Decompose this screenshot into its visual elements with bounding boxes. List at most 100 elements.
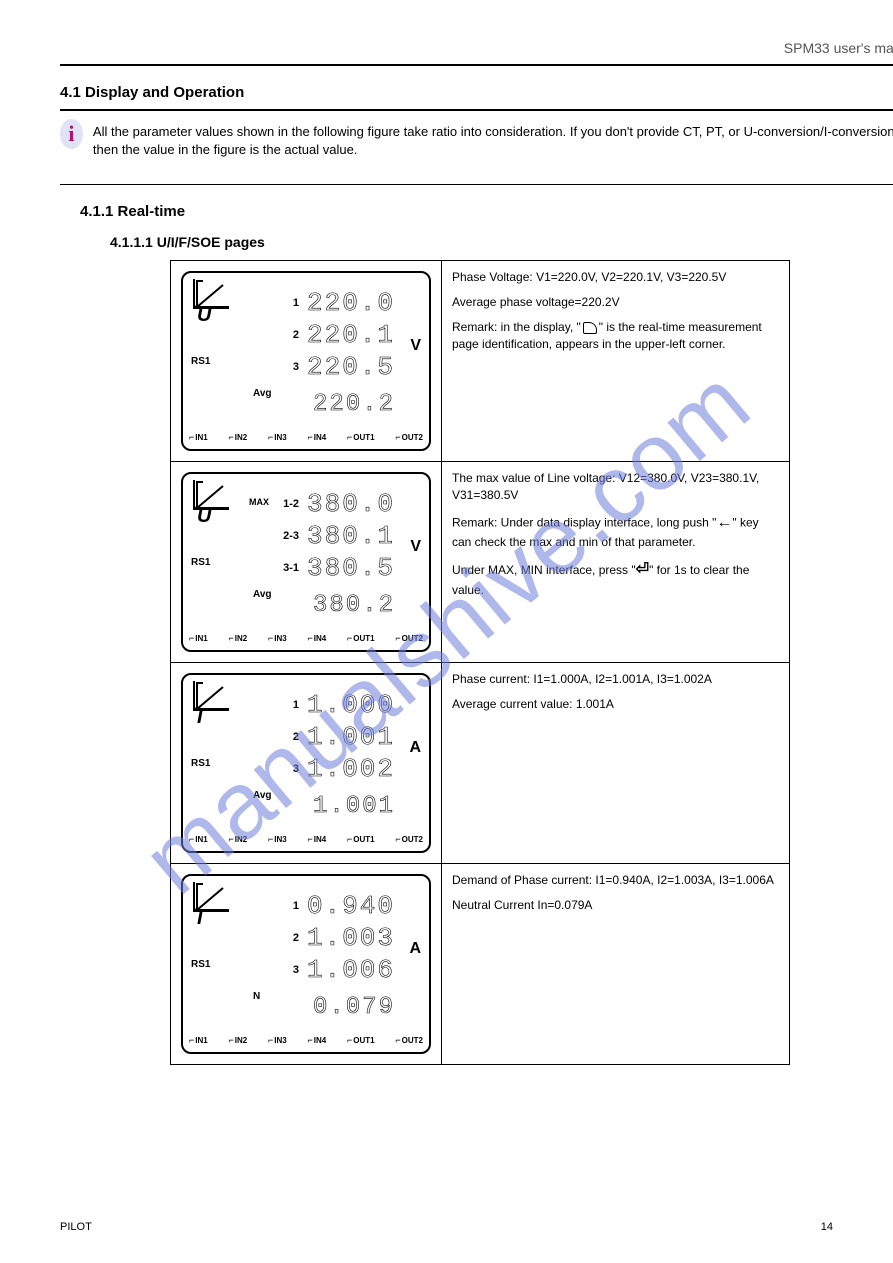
io-indicator: IN3 <box>268 431 287 444</box>
quantity-symbol: U <box>197 502 211 530</box>
io-indicator: IN4 <box>308 833 327 846</box>
avg-label: Avg <box>253 588 272 602</box>
neutral-label: N <box>253 990 260 1004</box>
description-line: Average phase voltage=220.2V <box>452 294 779 311</box>
row-label: 3 <box>273 360 299 375</box>
io-indicator: IN4 <box>308 632 327 645</box>
io-indicator: IN1 <box>189 632 208 645</box>
description-line: Under MAX, MIN interface, press "⏎" for … <box>452 559 779 598</box>
row-label: 2 <box>273 730 299 745</box>
io-indicator: OUT1 <box>347 632 375 645</box>
segment-avg: 220.2 <box>313 388 395 422</box>
description-line: Demand of Phase current: I1=0.940A, I2=1… <box>452 872 779 889</box>
note-box: i All the parameter values shown in the … <box>60 119 893 159</box>
doc-title: SPM33 user's manual V2.0 <box>784 40 893 56</box>
rs1-label: RS1 <box>191 757 210 771</box>
avg-label: Avg <box>253 789 272 803</box>
io-indicator: IN4 <box>308 1034 327 1047</box>
avg-row: 0.079 <box>313 991 395 1025</box>
unit-label: V <box>410 536 421 558</box>
lcd-display: URS1V1220.02220.13220.5Avg220.2IN1IN2IN3… <box>181 271 431 451</box>
segment-value: 220.0 <box>307 285 395 321</box>
io-indicator: OUT1 <box>347 833 375 846</box>
io-indicator: IN2 <box>229 1034 248 1047</box>
quantity-symbol: I <box>197 904 203 932</box>
segment-avg: 0.079 <box>313 991 395 1025</box>
note-text: All the parameter values shown in the fo… <box>93 119 893 159</box>
row-label: 1 <box>273 899 299 914</box>
row-label: 3 <box>273 762 299 777</box>
description-line: Remark: in the display, "" is the real-t… <box>452 319 779 353</box>
page-id-icon <box>583 322 597 334</box>
segment-value: 1.006 <box>307 952 395 988</box>
value-rows: 1 220.0 2 220.1 3 220.5 <box>273 287 395 383</box>
lcd-display: UMAXRS1V1-2380.02-3380.13-1380.5Avg380.2… <box>181 472 431 652</box>
io-indicator: IN2 <box>229 632 248 645</box>
description-line: Phase current: I1=1.000A, I2=1.001A, I3=… <box>452 671 779 688</box>
segment-value: 1.002 <box>307 751 395 787</box>
header-rule <box>60 64 893 66</box>
io-indicator: IN3 <box>268 833 287 846</box>
segment-value: 380.0 <box>307 486 395 522</box>
segment-value: 1.003 <box>307 920 395 956</box>
value-rows: 1 0.940 2 1.003 3 1.006 <box>273 890 395 986</box>
quantity-symbol: U <box>197 301 211 329</box>
rs1-label: RS1 <box>191 958 210 972</box>
io-indicator: OUT2 <box>395 632 423 645</box>
row-label: 3-1 <box>273 561 299 576</box>
sub-heading: 4.1.1.1 U/I/F/SOE pages <box>110 234 893 250</box>
io-indicator: IN1 <box>189 1034 208 1047</box>
row-label: 2-3 <box>273 529 299 544</box>
io-indicator: IN3 <box>268 1034 287 1047</box>
description-line: The max value of Line voltage: V12=380.0… <box>452 470 779 504</box>
row-label: 1 <box>273 698 299 713</box>
description-cell: Demand of Phase current: I1=0.940A, I2=1… <box>442 864 790 1065</box>
rs1-label: RS1 <box>191 355 210 369</box>
io-indicator: IN1 <box>189 431 208 444</box>
lcd-display: I RS1 A 1 0.940 2 1.003 3 1.006 N 0.079 IN1 IN2 IN3 IN… <box>181 874 431 1054</box>
value-rows: 1-2380.02-3380.13-1380.5 <box>273 488 395 584</box>
segment-avg: 380.2 <box>313 589 395 623</box>
segment-value: 380.1 <box>307 518 395 554</box>
unit-label: V <box>410 335 421 357</box>
unit-label: A <box>409 938 421 960</box>
lcd-cell: IRS1A11.00021.00131.002Avg1.001IN1IN2IN3… <box>171 663 442 864</box>
segment-value: 220.5 <box>307 349 395 385</box>
description-line: Neutral Current In=0.079A <box>452 897 779 914</box>
avg-row: 220.2 <box>313 388 395 422</box>
segment-value: 0.940 <box>307 888 395 924</box>
io-indicator: IN1 <box>189 833 208 846</box>
value-rows: 11.00021.00131.002 <box>273 689 395 785</box>
description-cell: Phase current: I1=1.000A, I2=1.001A, I3=… <box>442 663 790 864</box>
header-row: SPM33 user's manual V2.0 <box>60 40 893 56</box>
row-label: 1 <box>273 296 299 311</box>
section-rule-bottom <box>60 184 893 185</box>
avg-row: 380.2 <box>313 589 395 623</box>
max-label: MAX <box>249 496 269 509</box>
io-row: IN1 IN2 IN3 IN4 OUT1 OUT2 <box>189 833 423 846</box>
row-label: 2 <box>273 328 299 343</box>
io-indicator: IN3 <box>268 632 287 645</box>
row-label: 2 <box>273 931 299 946</box>
footer-page: 14 <box>821 1221 833 1233</box>
segment-value: 220.1 <box>307 317 395 353</box>
info-icon: i <box>60 119 83 149</box>
chapter-heading: 4.1.1 Real-time <box>80 203 893 220</box>
quantity-symbol: I <box>197 703 203 731</box>
io-indicator: OUT1 <box>347 431 375 444</box>
description-line: Phase Voltage: V1=220.0V, V2=220.1V, V3=… <box>452 269 779 286</box>
segment-avg: 1.001 <box>313 790 395 824</box>
readings-table: URS1V1220.02220.13220.5Avg220.2IN1IN2IN3… <box>170 260 790 1065</box>
footer-company: PILOT <box>60 1221 92 1233</box>
description-cell: Phase Voltage: V1=220.0V, V2=220.1V, V3=… <box>442 261 790 462</box>
lcd-display: IRS1A11.00021.00131.002Avg1.001IN1IN2IN3… <box>181 673 431 853</box>
description-line: Remark: Under data display interface, lo… <box>452 512 779 551</box>
io-indicator: IN2 <box>229 833 248 846</box>
section-rule-top <box>60 109 893 111</box>
row-label: 3 <box>273 963 299 978</box>
io-indicator: OUT2 <box>395 1034 423 1047</box>
row-label: 1-2 <box>273 497 299 512</box>
io-indicator: OUT2 <box>395 833 423 846</box>
unit-label: A <box>409 737 421 759</box>
io-row: IN1IN2IN3IN4OUT1OUT2 <box>189 1034 423 1047</box>
